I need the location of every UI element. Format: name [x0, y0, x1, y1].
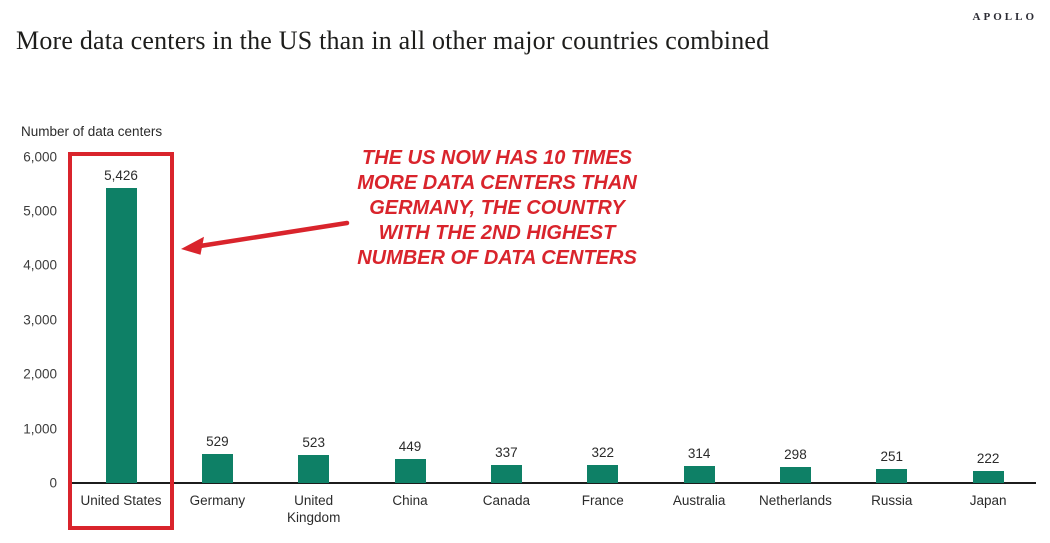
x-category-label: United States [80, 493, 162, 508]
y-tick-label: 4,000 [23, 257, 57, 273]
x-category-label: Germany [189, 493, 246, 508]
x-category-label: Netherlands [759, 493, 832, 508]
bar-china [394, 458, 426, 483]
x-category-label: Japan [969, 493, 1007, 508]
y-axis-label: Number of data centers [21, 124, 163, 139]
bar-value-label: 314 [687, 445, 711, 461]
chart-title: More data centers in the US than in all … [16, 26, 770, 55]
bar-japan [972, 470, 1004, 483]
bar-germany [201, 454, 233, 483]
y-tick-label: 3,000 [23, 312, 57, 328]
bar-russia [876, 469, 908, 483]
bar-value-label: 449 [398, 438, 422, 454]
annotation-line: NUMBER OF DATA CENTERS [357, 247, 637, 269]
bar-value-label: 222 [976, 450, 1000, 466]
arrow-head-icon [181, 236, 204, 255]
y-tick-label: 0 [49, 475, 57, 491]
x-category-label: France [581, 493, 624, 508]
annotation-line: WITH THE 2ND HIGHEST [378, 222, 616, 244]
y-tick-label: 5,000 [23, 203, 57, 219]
x-axis-line [72, 482, 1036, 484]
y-tick-label: 6,000 [23, 149, 57, 165]
x-category-label: Australia [672, 493, 726, 508]
annotation-line: GERMANY, THE COUNTRY [369, 197, 625, 219]
x-category-label: Canada [482, 493, 531, 508]
highlight-rectangle [68, 152, 174, 530]
annotation-text: THE US NOW HAS 10 TIMES MORE DATA CENTERS… [342, 146, 652, 271]
bar-united-kingdom [298, 454, 330, 483]
bar-netherlands [779, 466, 811, 483]
x-category-label: Russia [871, 493, 913, 508]
bar-value-label: 251 [880, 449, 904, 465]
bar-value-label: 523 [302, 434, 325, 450]
bar-canada [490, 464, 522, 483]
bar-value-label: 298 [784, 446, 807, 462]
bar-australia [683, 465, 715, 483]
x-category-label: United Kingdom [287, 493, 341, 525]
bar-value-label: 529 [206, 434, 229, 450]
bar-value-label: 322 [591, 445, 615, 461]
bar-value-label: 337 [495, 444, 518, 460]
arrow-line-icon [197, 220, 350, 249]
y-tick-label: 2,000 [23, 366, 57, 382]
bar-united-states [105, 187, 137, 483]
annotation-line: MORE DATA CENTERS THAN [357, 172, 637, 194]
y-tick-label: 1,000 [23, 421, 57, 437]
annotation-line: THE US NOW HAS 10 TIMES [361, 147, 633, 169]
bar-value-label: 5,426 [104, 167, 138, 183]
bar-france [587, 465, 619, 483]
apollo-logo: APOLLO [972, 11, 1037, 23]
x-category-label: China [392, 493, 428, 508]
